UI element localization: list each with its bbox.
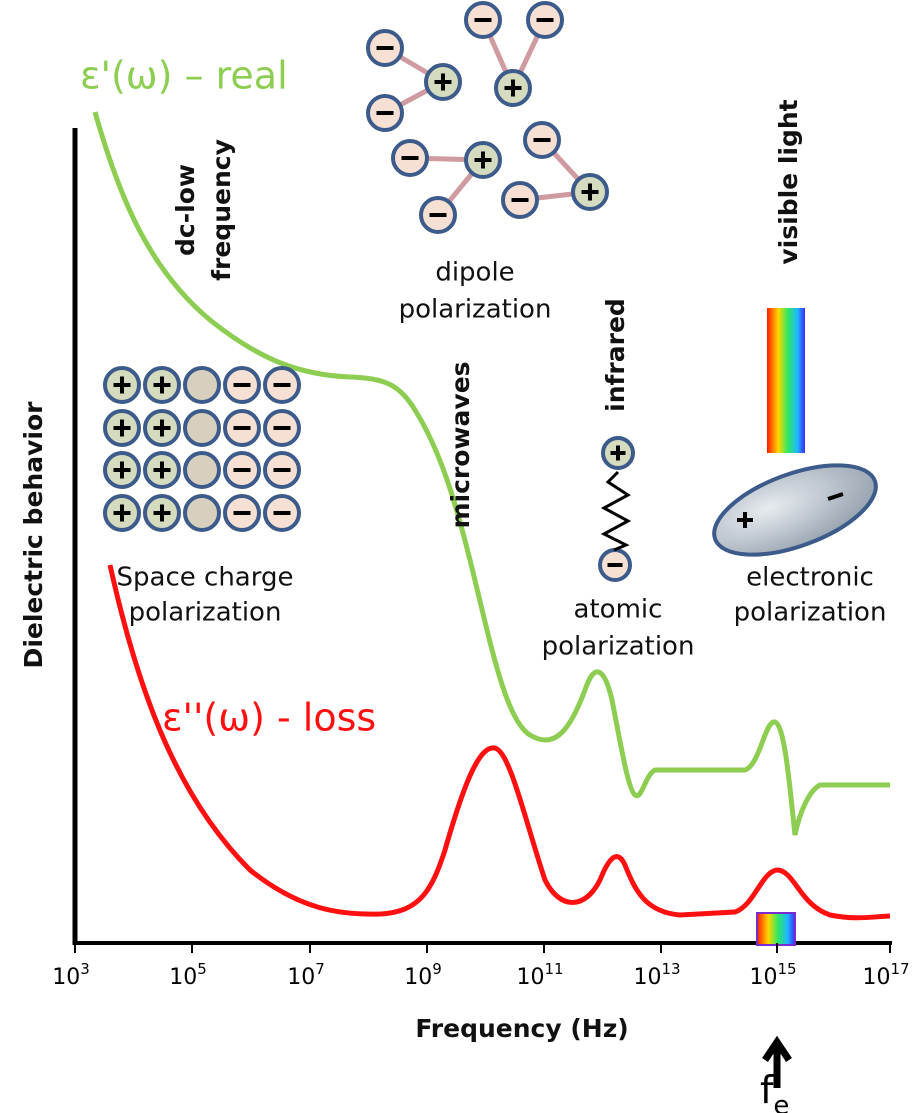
tick-base: 10 — [749, 965, 777, 990]
x-tick-label: 103 — [52, 960, 90, 991]
tick-exp: 13 — [661, 960, 680, 978]
tick-base: 10 — [516, 965, 544, 990]
tick-exp: 17 — [890, 960, 909, 978]
dc-low-line: dc-low — [171, 164, 200, 256]
spectrum-bar — [767, 308, 805, 453]
x-tick-label: 1011 — [516, 960, 563, 991]
fe-label: fe — [760, 1068, 789, 1113]
visible-band — [756, 912, 796, 946]
x-tick-label: 109 — [404, 960, 442, 991]
tick-base: 10 — [404, 965, 432, 990]
x-tick-label: 107 — [287, 960, 325, 991]
x-axis-label: Frequency (Hz) — [415, 1014, 628, 1043]
x-tick-label: 1017 — [862, 960, 909, 991]
dipole-label: polarization — [399, 295, 552, 325]
tick-base: 10 — [287, 965, 315, 990]
spring — [600, 470, 632, 552]
x-tick-label: 1013 — [633, 960, 680, 991]
x-tick-label: 1015 — [749, 960, 796, 991]
infrared-label: infrared — [601, 298, 630, 412]
charge — [183, 451, 221, 489]
dc-low-label: dc-low frequency — [171, 139, 236, 281]
axes — [72, 128, 892, 945]
charge — [183, 494, 221, 532]
loss-label: ε''(ω) - loss — [162, 696, 376, 740]
fe-arrow — [762, 1035, 792, 1088]
tick-exp: 15 — [777, 960, 796, 978]
shape — [600, 470, 632, 552]
dipole-label: dipole — [435, 258, 514, 288]
x-tick-label: 105 — [169, 960, 207, 991]
y-axis-label: Dielectric behavior — [19, 401, 48, 669]
atomic-label: polarization — [542, 632, 695, 662]
microwaves-label: microwaves — [446, 361, 475, 528]
tick-base: 10 — [169, 965, 197, 990]
electronic-label: polarization — [734, 598, 887, 628]
cloud-charges — [737, 492, 844, 528]
tick-exp: 9 — [432, 960, 442, 978]
fe-sub: e — [773, 1091, 789, 1113]
space-charge-label: polarization — [129, 598, 282, 628]
fe-base: f — [760, 1068, 775, 1112]
tick-exp: 11 — [544, 960, 563, 978]
real-curve — [92, 111, 890, 836]
charge — [183, 366, 221, 404]
icons — [103, 1, 635, 582]
visible-label: visible light — [774, 99, 803, 264]
dc-low-line: frequency — [207, 139, 236, 281]
loss-curve — [107, 564, 891, 921]
atomic-label: atomic — [574, 595, 663, 625]
tick-exp: 3 — [80, 960, 90, 978]
shape — [827, 492, 844, 501]
electron-cloud — [712, 463, 878, 557]
tick-exp: 5 — [197, 960, 207, 978]
tick-base: 10 — [633, 965, 661, 990]
x-ticks: 103 105 107 109 1011 1013 1015 1017 — [52, 943, 910, 991]
tick-exp: 7 — [315, 960, 325, 978]
electronic-label: electronic — [746, 563, 874, 593]
charge — [183, 409, 221, 447]
real-label: ε'(ω) – real — [80, 54, 288, 98]
tick-base: 10 — [52, 965, 80, 990]
space-charge-label: Space charge — [117, 563, 294, 593]
tick-base: 10 — [862, 965, 890, 990]
